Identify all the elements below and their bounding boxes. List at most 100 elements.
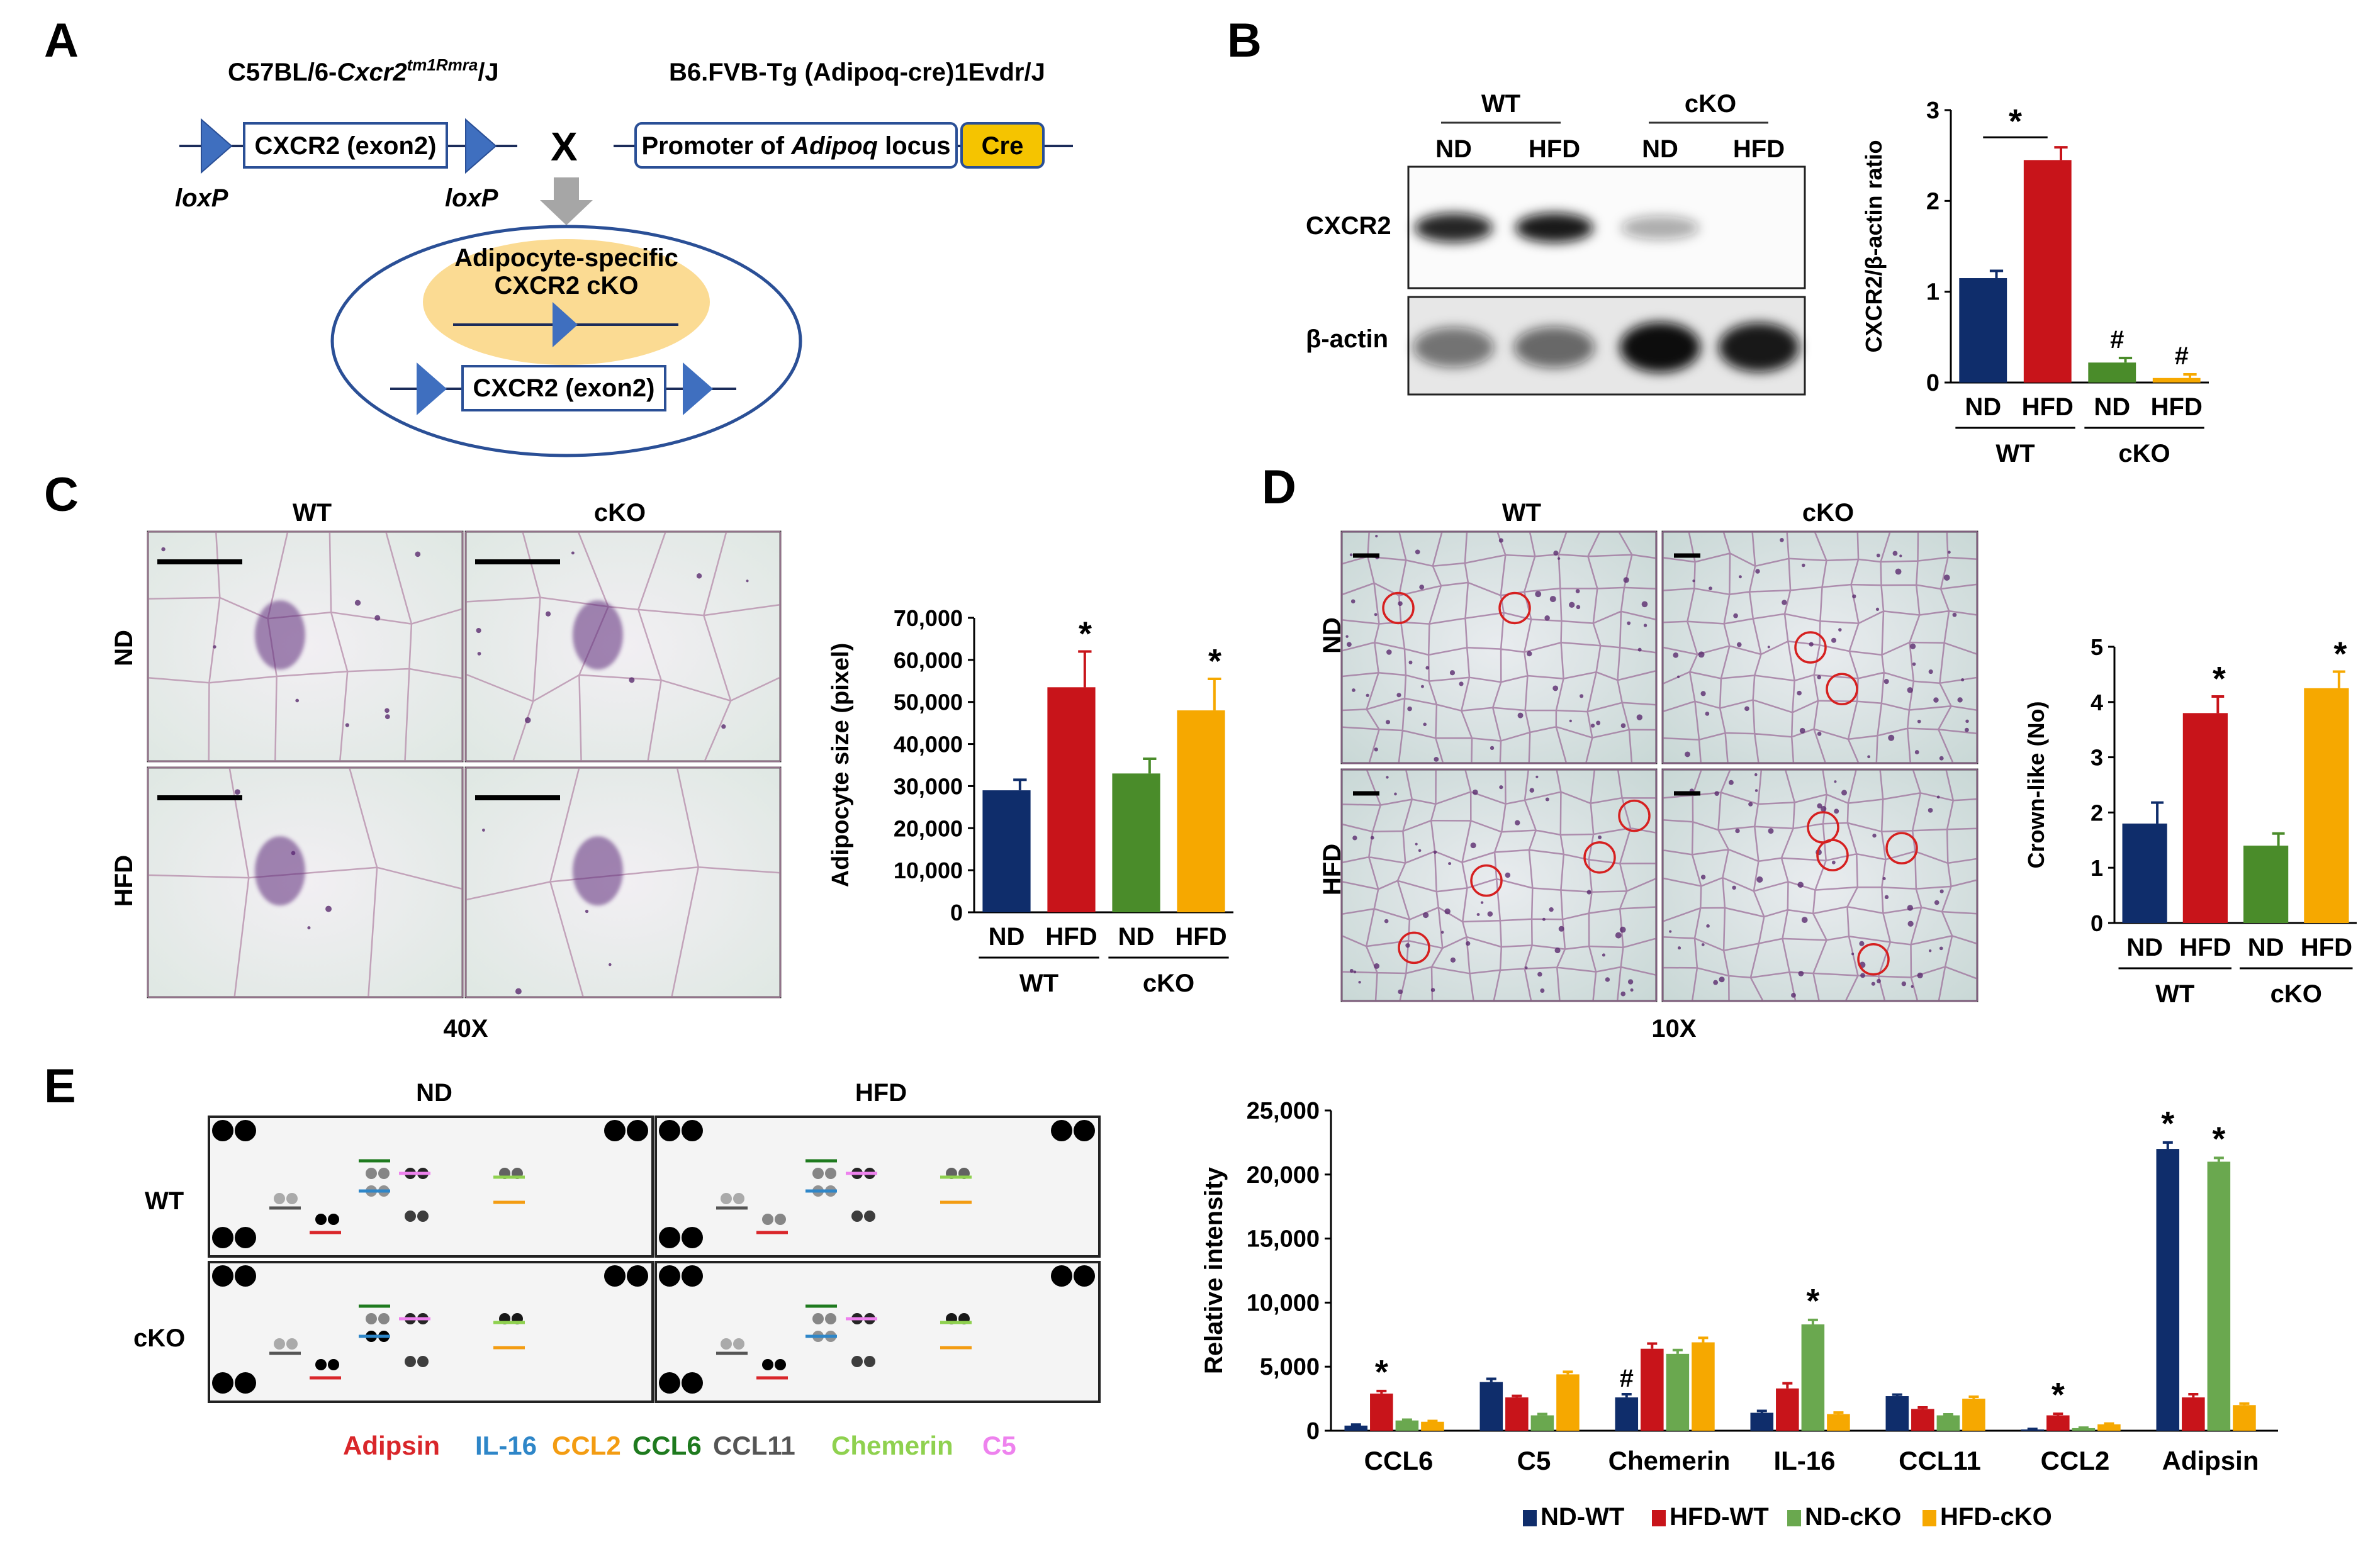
nucleus-dot xyxy=(1346,642,1352,647)
promoter-label: Promoter of Adipoq locus xyxy=(641,132,950,160)
cko-loxp-icon xyxy=(553,302,578,347)
bar-hfd-wt-ccl11 xyxy=(1911,1409,1934,1431)
x-tick-label: ND xyxy=(989,923,1025,951)
panel-e-array: ND HFD WT cKO Adipsin IL-16 CCL2 CCL6 CCL11 C… xyxy=(133,1079,1101,1460)
nucleus-dot xyxy=(1374,613,1378,617)
reference-spot xyxy=(659,1265,680,1287)
y-tick-label: 1 xyxy=(2091,855,2103,881)
y-tick-label: 3 xyxy=(1926,98,1939,124)
nucleus-dot xyxy=(1735,828,1740,834)
nucleus-dot xyxy=(1405,943,1410,948)
nucleus-dot xyxy=(1620,723,1626,729)
legend-label: HFD-WT xyxy=(1670,1503,1769,1531)
x-tick-label: HFD xyxy=(1045,923,1097,951)
d-col-cko: cKO xyxy=(1802,499,1854,527)
nucleus-dot xyxy=(1366,693,1369,697)
nucleus-dot xyxy=(1875,607,1880,612)
nucleus-dot xyxy=(1537,971,1542,977)
nucleus-dot xyxy=(1831,860,1836,864)
x-tick-label: C5 xyxy=(1517,1446,1551,1475)
bar-hfd-cko-ccl6 xyxy=(1421,1421,1444,1431)
legend-ccl6-label: CCL6 xyxy=(632,1431,702,1460)
actin-band xyxy=(1620,322,1700,372)
nucleus-dot xyxy=(1928,949,1932,953)
nucleus-dot xyxy=(1448,862,1452,866)
reference-spot xyxy=(682,1372,703,1394)
nucleus-dot xyxy=(1701,943,1705,946)
panel-label-c: C xyxy=(44,468,79,522)
nucleus-dot xyxy=(1529,788,1535,793)
cell-membranes xyxy=(464,766,782,998)
c-col-cko: cKO xyxy=(594,499,646,527)
crown-like-circle xyxy=(1826,673,1858,705)
nucleus-dot xyxy=(1415,842,1418,846)
legend-label: ND-cKO xyxy=(1805,1503,1901,1531)
cxcr2-bands xyxy=(1415,213,1699,243)
nucleus-dot xyxy=(1798,971,1804,976)
nucleus-dot xyxy=(1834,780,1837,783)
y-axis-title: CXCR2/β-actin ratio xyxy=(1861,140,1887,352)
sig-hash: # xyxy=(2175,342,2189,370)
x-tick-label: IL-16 xyxy=(1773,1446,1835,1475)
x-tick-label: HFD xyxy=(2179,934,2231,961)
chart-d: 0 1 2 3 4 5 Crown-like (No) ND HFD ND HFD WT cKO * * xyxy=(2023,634,2357,1008)
x-tick-label: ND xyxy=(2126,934,2163,961)
nucleus-dot xyxy=(1425,666,1430,670)
cko-loxp-left-icon xyxy=(417,362,447,415)
y-tick-label: 30,000 xyxy=(894,773,963,799)
reference-spot xyxy=(682,1265,703,1287)
nucleus-dot xyxy=(1736,642,1742,647)
panel-label-b: B xyxy=(1227,14,1262,67)
nucleus-dot xyxy=(1385,720,1391,725)
bar-nd xyxy=(1112,773,1160,912)
y-axis-title: Crown-like (No) xyxy=(2023,702,2049,869)
array-spot xyxy=(417,1211,429,1222)
legend-swatch xyxy=(1652,1510,1666,1526)
group-label: WT xyxy=(2155,980,2194,1008)
legend-chemerin-label: Chemerin xyxy=(831,1431,953,1460)
group-label: cKO xyxy=(2271,980,2322,1008)
array-spot xyxy=(851,1356,863,1367)
array-spot xyxy=(378,1168,390,1179)
nucleus-dot xyxy=(609,963,612,966)
sig-star: * xyxy=(2333,635,2347,673)
panel-label-a: A xyxy=(44,14,79,67)
y-tick-label: 4 xyxy=(2091,690,2103,715)
crown-like-circle xyxy=(1857,943,1890,976)
array-spot xyxy=(286,1338,298,1350)
e-legend: Adipsin IL-16 CCL2 CCL6 CCL11 Chemerin C5 xyxy=(343,1431,1016,1460)
bar-nd-wt-ccl6 xyxy=(1344,1425,1368,1431)
panel-b-blot: WT cKO ND HFD ND HFD CXCR2 β-actin xyxy=(1306,90,1806,396)
nucleus-dot xyxy=(1470,842,1476,849)
nucleus-dot xyxy=(1623,577,1629,583)
array-spot xyxy=(762,1214,773,1225)
nucleus-dot xyxy=(1352,688,1356,692)
nucleus-dot xyxy=(1685,751,1690,758)
cell-membranes xyxy=(1661,530,1979,764)
bar-hfd-wt-il-16 xyxy=(1776,1388,1799,1431)
y-tick-label: 0 xyxy=(1926,370,1939,396)
bar-nd-cko-ccl2 xyxy=(2072,1428,2096,1431)
nucleus-dot xyxy=(1928,669,1933,674)
bar-nd-wt-ccl11 xyxy=(1885,1396,1909,1431)
legend-swatch xyxy=(1923,1510,1936,1526)
legend-swatch xyxy=(1523,1510,1537,1526)
nucleus-dot xyxy=(1605,977,1610,982)
y-tick-label: 20,000 xyxy=(894,815,963,841)
nucleus-dot xyxy=(1526,651,1532,657)
y-tick-label: 15,000 xyxy=(1247,1226,1320,1253)
y-tick-label: 5 xyxy=(2091,634,2103,660)
nucleus-dot xyxy=(1349,968,1354,973)
nucleus-dot xyxy=(415,551,421,557)
legend-adipsin-label: Adipsin xyxy=(343,1431,440,1460)
crown-like-circle xyxy=(1498,591,1531,625)
array-spot xyxy=(825,1168,836,1179)
chart-b: 0 1 2 3 CXCR2/β-actin ratio ND HFD ND HFD WT cKO * #… xyxy=(1861,98,2209,467)
nucleus-dot xyxy=(1851,953,1855,956)
nucleus-dot xyxy=(1557,557,1561,560)
reference-spot xyxy=(1074,1120,1095,1141)
bar-nd xyxy=(982,790,1031,912)
array-spot xyxy=(812,1168,824,1179)
nucleus-dot xyxy=(481,829,485,832)
